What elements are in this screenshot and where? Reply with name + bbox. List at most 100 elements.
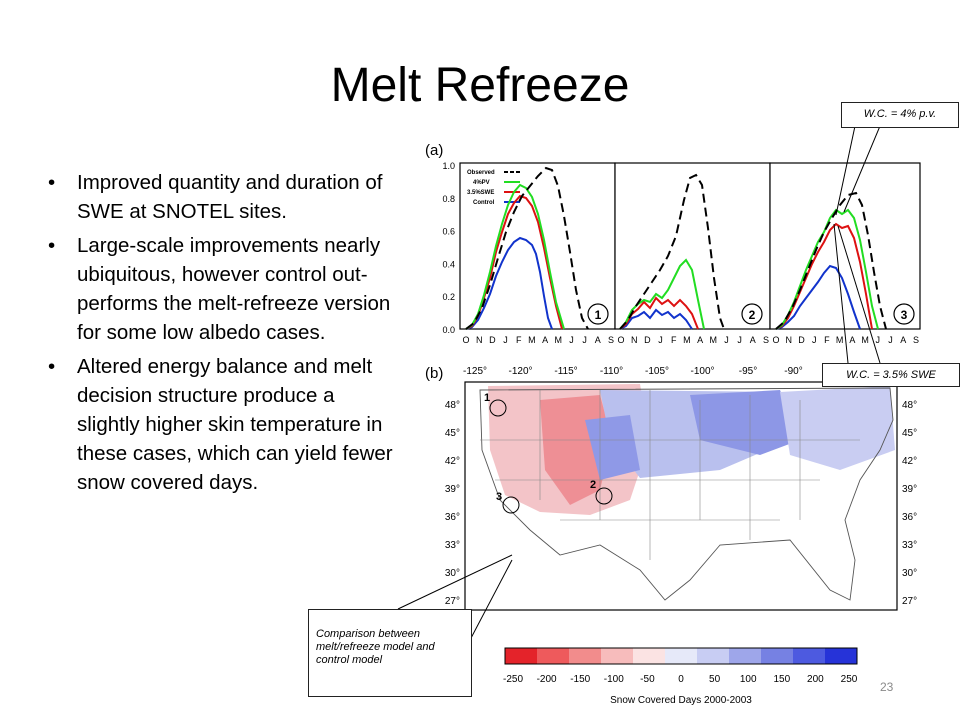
map-site-1-label: 1	[484, 392, 490, 404]
legend-observed: Observed	[467, 170, 495, 176]
month-tick-label: J	[737, 335, 742, 345]
panel-a-label: (a)	[425, 142, 443, 159]
site-1-marker	[587, 303, 609, 325]
site-1-4pv-line	[465, 183, 565, 330]
month-tick-label: M	[861, 335, 869, 345]
month-tick-label: J	[658, 335, 663, 345]
latitude-label: 39°	[445, 484, 460, 495]
colorbar-swatch	[601, 648, 634, 664]
month-tick-label: O	[772, 335, 779, 345]
latitude-label: 27°	[445, 596, 460, 607]
month-tick-label: F	[671, 335, 677, 345]
month-tick-label: A	[595, 335, 601, 345]
colorbar-tick-label: 100	[740, 674, 757, 685]
latitude-label: 48°	[902, 400, 917, 411]
month-tick-label: A	[697, 335, 703, 345]
month-tick-label: D	[798, 335, 805, 345]
legend-control: Control	[473, 200, 495, 206]
month-tick-label: D	[489, 335, 496, 345]
top-callout-pointer-b	[843, 125, 881, 213]
colorbar-tick-label: -50	[640, 674, 655, 685]
map-site-3-circle	[502, 496, 520, 514]
mountain-west-blue-shading	[585, 415, 640, 480]
month-tick-label: O	[462, 335, 469, 345]
latitude-label: 42°	[902, 456, 917, 467]
month-tick-label: M	[710, 335, 718, 345]
map-site-markers	[489, 399, 613, 514]
callout-comparison-text: Comparison between melt/refreeze model a…	[316, 628, 435, 666]
latitude-label: 48°	[445, 400, 460, 411]
latitude-label: 39°	[902, 484, 917, 495]
month-tick-label: J	[888, 335, 893, 345]
page-number: 23	[880, 680, 894, 694]
colorbar-swatch	[505, 648, 538, 664]
latitude-labels-left: 48° 45° 42° 39° 36° 33° 30° 27°	[445, 400, 460, 607]
longitude-label: -90°	[784, 366, 802, 377]
map-site-2-circle	[595, 487, 613, 505]
bullet-item: • Altered energy balance and melt decisio…	[48, 352, 393, 497]
bullet-list: • Improved quantity and duration of SWE a…	[48, 168, 393, 502]
bullet-item: • Large-scale improvements nearly ubiquit…	[48, 231, 393, 347]
month-tick-label: A	[900, 335, 906, 345]
legend-35swe: 3.5%SWE	[467, 190, 494, 196]
colorbar-swatch	[729, 648, 762, 664]
colorbar-swatch	[665, 648, 698, 664]
colorbar-swatch	[825, 648, 858, 664]
month-tick-label: S	[608, 335, 614, 345]
month-tick-label: J	[724, 335, 729, 345]
month-tick-label: N	[476, 335, 483, 345]
month-tick-label: J	[569, 335, 574, 345]
site-3-control-line	[775, 264, 861, 330]
colorbar-tick-label: 0	[678, 674, 684, 685]
month-tick-label: A	[849, 335, 855, 345]
callout-comparison: Comparison between melt/refreeze model a…	[308, 609, 472, 697]
latitude-label: 45°	[902, 428, 917, 439]
y-tick-label: 0.4	[442, 259, 455, 269]
month-tick-label: N	[631, 335, 638, 345]
colorbar-tick-label: 200	[807, 674, 824, 685]
site-1-control-line	[465, 236, 553, 330]
us-outline	[479, 387, 894, 601]
bullet-glyph: •	[48, 355, 56, 378]
site-3-observed-line	[775, 191, 887, 330]
month-tick-label: S	[763, 335, 769, 345]
callout-4pct-pv: W.C. = 4% p.v.	[841, 102, 959, 128]
latitude-label: 33°	[902, 540, 917, 551]
longitude-label: -100°	[690, 366, 714, 377]
site-1-marker-label: 1	[595, 308, 602, 322]
callout-pointers	[397, 125, 881, 641]
latitude-label: 45°	[445, 428, 460, 439]
site-2-marker-label: 2	[749, 308, 756, 322]
y-tick-label: 0.0	[442, 325, 455, 335]
bullet-text: Improved quantity and duration of SWE at…	[77, 171, 383, 223]
longitude-label: -125°	[463, 366, 487, 377]
month-tick-label: M	[528, 335, 536, 345]
y-tick-label: 0.8	[442, 194, 455, 204]
month-tick-label: J	[503, 335, 508, 345]
bullet-item: • Improved quantity and duration of SWE a…	[48, 168, 393, 226]
y-tick-label: 0.6	[442, 227, 455, 237]
colorbar-swatch	[633, 648, 666, 664]
site-1-curves	[465, 166, 589, 330]
latitude-label: 27°	[902, 596, 917, 607]
callout-4pct-pv-text: W.C. = 4% p.v.	[863, 108, 937, 120]
y-tick-labels: 0.0 0.2 0.4 0.6 0.8 1.0	[442, 161, 455, 335]
colorbar-swatch	[697, 648, 730, 664]
month-tick-label: D	[644, 335, 651, 345]
bullet-text: Altered energy balance and melt decision…	[77, 355, 393, 494]
site-2-control-line	[619, 308, 693, 330]
latitude-label: 42°	[445, 456, 460, 467]
us-border	[479, 387, 894, 601]
map-site-3-label: 3	[496, 491, 502, 503]
bullet-glyph: •	[48, 234, 56, 257]
snow-anomaly-shading	[488, 384, 895, 515]
latitude-label: 33°	[445, 540, 460, 551]
month-tick-label: N	[785, 335, 792, 345]
latitude-label: 30°	[902, 568, 917, 579]
latitude-labels-right: 48° 45° 42° 39° 36° 33° 30° 27°	[902, 400, 917, 607]
site-3-35swe-line	[775, 222, 873, 330]
colorbar-swatch	[793, 648, 826, 664]
month-tick-label: A	[542, 335, 548, 345]
colorbar-tick-label: 50	[709, 674, 721, 685]
